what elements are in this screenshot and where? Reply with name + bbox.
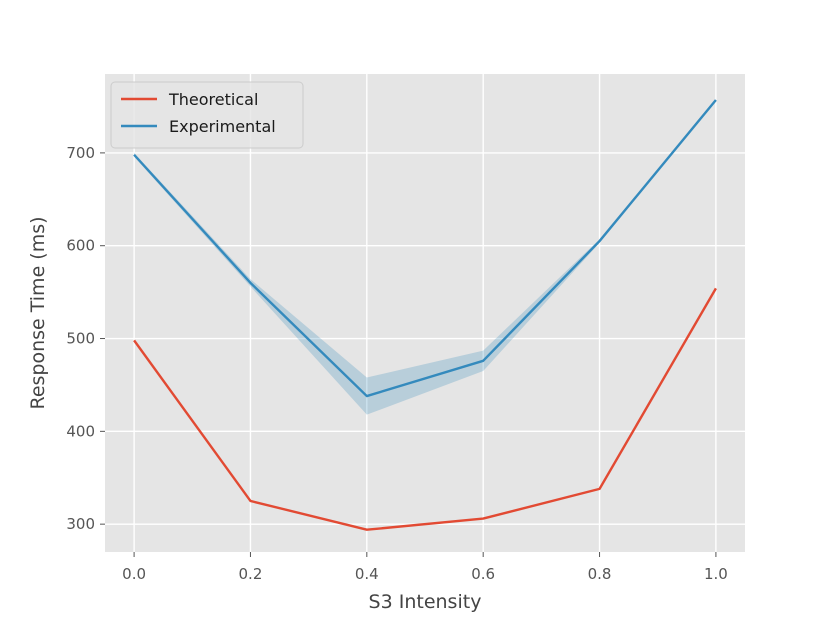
- legend-label-experimental: Experimental: [169, 117, 276, 136]
- x-tick-label: 0.4: [355, 565, 379, 583]
- legend-box: [110, 81, 304, 149]
- legend-label-theoretical: Theoretical: [168, 90, 258, 109]
- x-tick-label: 0.8: [588, 565, 612, 583]
- y-tick-label: 500: [66, 330, 95, 348]
- series-line-theoretical: [133, 287, 717, 531]
- y-tick-label: 600: [66, 237, 95, 255]
- x-tick-label: 1.0: [704, 565, 728, 583]
- y-tick-label: 300: [66, 515, 95, 533]
- x-tick-label: 0.0: [122, 565, 146, 583]
- x-axis-ticks: 0.0 0.2 0.4 0.6 0.8 1.0: [122, 552, 728, 583]
- x-tick-label: 0.6: [471, 565, 495, 583]
- y-tick-label: 400: [66, 422, 95, 440]
- legend: Theoretical Experimental: [110, 81, 304, 149]
- series-line-experimental: [133, 99, 717, 398]
- series-lines: [133, 99, 717, 531]
- y-axis-label: Response Time (ms): [27, 216, 49, 409]
- plot-background: [105, 74, 745, 552]
- y-axis-ticks: 300 400 500 600 700: [66, 144, 105, 533]
- x-tick-label: 0.2: [239, 565, 263, 583]
- y-tick-label: 700: [66, 144, 95, 162]
- x-axis-label: S3 Intensity: [369, 591, 482, 613]
- grid-lines: [105, 74, 745, 552]
